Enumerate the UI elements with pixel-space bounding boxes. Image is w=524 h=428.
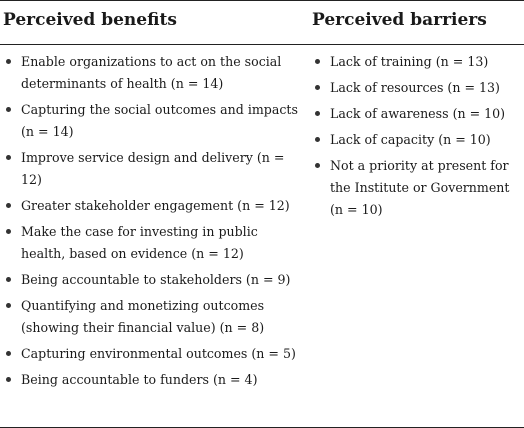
barrier-text: Lack of training (n = 13) bbox=[330, 54, 489, 69]
barrier-item: Lack of awareness (n = 10) bbox=[312, 103, 520, 125]
benefit-text: Being accountable to funders (n = 4) bbox=[21, 372, 258, 387]
barrier-item: Lack of resources (n = 13) bbox=[312, 77, 520, 99]
benefit-text: Make the case for investing in public he… bbox=[21, 224, 258, 261]
bullet-icon bbox=[6, 351, 11, 356]
benefit-text: Quantifying and monetizing outcomes (sho… bbox=[21, 298, 265, 335]
benefit-item: Quantifying and monetizing outcomes (sho… bbox=[3, 295, 303, 339]
bullet-icon bbox=[6, 229, 11, 234]
benefit-text: Capturing environmental outcomes (n = 5) bbox=[21, 346, 296, 361]
benefit-item: Make the case for investing in public he… bbox=[3, 221, 303, 265]
bullet-icon bbox=[315, 85, 320, 90]
bullet-icon bbox=[6, 277, 11, 282]
bullet-icon bbox=[6, 107, 11, 112]
bullet-icon bbox=[315, 137, 320, 142]
bullet-icon bbox=[6, 155, 11, 160]
benefits-header: Perceived benefits bbox=[3, 10, 177, 30]
benefit-item: Greater stakeholder engagement (n = 12) bbox=[3, 195, 303, 217]
bullet-icon bbox=[315, 59, 320, 64]
header-rule bbox=[0, 44, 524, 45]
benefit-item: Capturing environmental outcomes (n = 5) bbox=[3, 343, 303, 365]
barrier-text: Lack of resources (n = 13) bbox=[330, 80, 500, 95]
benefit-text: Improve service design and delivery (n =… bbox=[21, 150, 285, 187]
benefit-text: Being accountable to stakeholders (n = 9… bbox=[21, 272, 291, 287]
bullet-icon bbox=[6, 303, 11, 308]
barrier-item: Not a priority at present for the Instit… bbox=[312, 155, 520, 221]
barrier-text: Lack of capacity (n = 10) bbox=[330, 132, 491, 147]
barrier-item: Lack of training (n = 13) bbox=[312, 51, 520, 73]
barrier-text: Lack of awareness (n = 10) bbox=[330, 106, 506, 121]
bullet-icon bbox=[6, 203, 11, 208]
bullet-icon bbox=[315, 111, 320, 116]
bullet-icon bbox=[315, 163, 320, 168]
bullet-icon bbox=[6, 59, 11, 64]
benefit-text: Greater stakeholder engagement (n = 12) bbox=[21, 198, 290, 213]
benefit-item: Enable organizations to act on the socia… bbox=[3, 51, 303, 95]
barrier-item: Lack of capacity (n = 10) bbox=[312, 129, 520, 151]
benefit-item: Improve service design and delivery (n =… bbox=[3, 147, 303, 191]
bullet-icon bbox=[6, 377, 11, 382]
benefit-item: Being accountable to funders (n = 4) bbox=[3, 369, 303, 391]
barriers-header: Perceived barriers bbox=[312, 10, 487, 30]
benefit-text: Enable organizations to act on the socia… bbox=[21, 54, 282, 91]
benefit-text: Capturing the social outcomes and impact… bbox=[21, 102, 298, 139]
barriers-list: Lack of training (n = 13) Lack of resour… bbox=[312, 51, 520, 225]
top-rule bbox=[0, 0, 524, 1]
barrier-text: Not a priority at present for the Instit… bbox=[330, 158, 510, 217]
benefit-item: Being accountable to stakeholders (n = 9… bbox=[3, 269, 303, 291]
benefits-list: Enable organizations to act on the socia… bbox=[3, 51, 303, 395]
benefit-item: Capturing the social outcomes and impact… bbox=[3, 99, 303, 143]
